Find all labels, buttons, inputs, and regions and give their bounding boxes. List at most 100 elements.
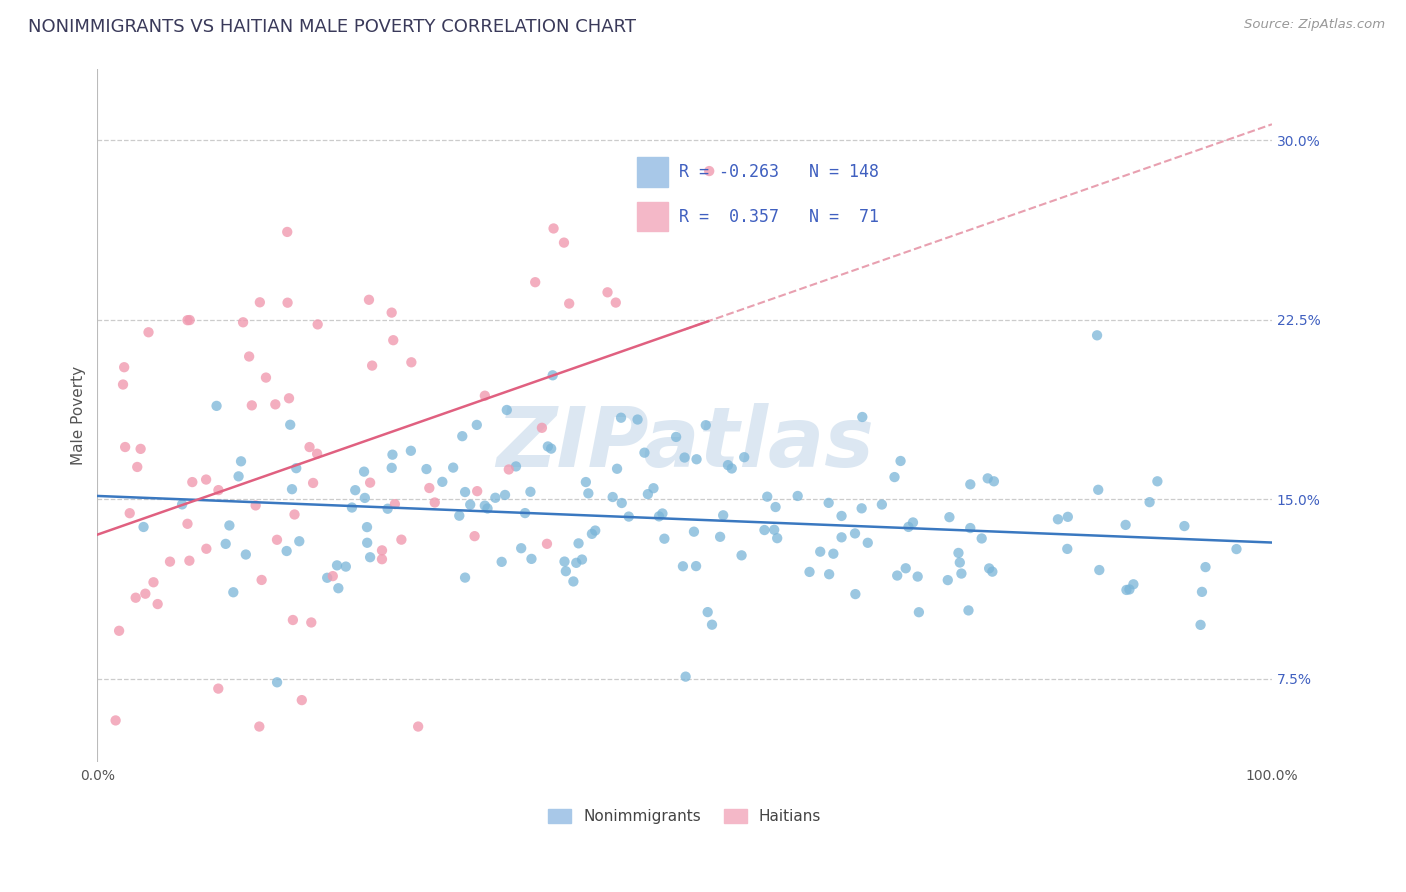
Point — [125, 591, 148, 605]
Point — [665, 430, 688, 444]
Point — [717, 458, 740, 472]
Point — [377, 501, 399, 516]
Point — [266, 533, 288, 547]
Point — [510, 541, 533, 556]
Point — [696, 605, 718, 619]
Point — [541, 368, 564, 383]
Point — [970, 532, 993, 546]
Point — [675, 670, 697, 684]
Point — [1115, 517, 1137, 532]
Point — [648, 509, 671, 524]
Point — [298, 440, 321, 454]
Point — [328, 581, 350, 595]
Point — [1085, 328, 1108, 343]
Point — [576, 486, 599, 500]
Point — [897, 520, 920, 534]
Point — [134, 587, 156, 601]
Point — [359, 550, 381, 565]
Point — [558, 296, 581, 310]
Point — [683, 524, 706, 539]
Text: R =  0.357   N =  71: R = 0.357 N = 71 — [679, 208, 880, 226]
Point — [195, 541, 218, 556]
Point — [205, 399, 228, 413]
Point — [959, 521, 981, 535]
Point — [617, 509, 640, 524]
Point — [720, 461, 742, 475]
Point — [384, 497, 406, 511]
Point — [181, 475, 204, 489]
Point — [583, 524, 606, 538]
Point — [883, 470, 905, 484]
Point — [711, 508, 734, 523]
Point — [357, 293, 380, 307]
Point — [1056, 541, 1078, 556]
Point — [464, 529, 486, 543]
Point — [172, 497, 194, 511]
Point — [326, 558, 349, 573]
Point — [278, 417, 301, 432]
Point — [979, 561, 1001, 575]
Y-axis label: Male Poverty: Male Poverty — [72, 366, 86, 465]
Point — [418, 481, 440, 495]
Point — [672, 559, 695, 574]
Point — [844, 526, 866, 541]
Point — [602, 490, 624, 504]
Point — [1056, 509, 1078, 524]
Point — [1173, 519, 1195, 533]
Point — [851, 409, 873, 424]
Point — [399, 443, 422, 458]
Point — [606, 462, 628, 476]
Point — [637, 487, 659, 501]
Point — [474, 499, 496, 513]
Point — [285, 461, 308, 475]
Legend: Nonimmigrants, Haitians: Nonimmigrants, Haitians — [548, 809, 821, 824]
Point — [908, 605, 931, 619]
Point — [254, 370, 277, 384]
Point — [831, 508, 853, 523]
Point — [454, 571, 477, 585]
Point — [685, 559, 707, 574]
Point — [381, 305, 404, 319]
Point — [851, 501, 873, 516]
Point — [567, 536, 589, 550]
Point — [983, 475, 1005, 489]
Point — [950, 566, 973, 581]
Point — [228, 469, 250, 483]
Point — [112, 377, 135, 392]
FancyBboxPatch shape — [637, 202, 668, 231]
Point — [238, 350, 260, 364]
Text: NONIMMIGRANTS VS HAITIAN MALE POVERTY CORRELATION CHART: NONIMMIGRANTS VS HAITIAN MALE POVERTY CO… — [28, 18, 636, 36]
Point — [1194, 560, 1216, 574]
Point — [936, 573, 959, 587]
Point — [610, 496, 633, 510]
Point — [565, 556, 588, 570]
Point — [519, 484, 541, 499]
Point — [494, 488, 516, 502]
Point — [1189, 618, 1212, 632]
Point — [530, 421, 553, 435]
Point — [381, 460, 404, 475]
Point — [288, 534, 311, 549]
Point — [697, 164, 720, 178]
Point — [894, 561, 917, 575]
Point — [281, 482, 304, 496]
Point — [291, 693, 314, 707]
Point — [831, 530, 853, 544]
Point — [240, 398, 263, 412]
Point — [643, 481, 665, 495]
Point — [423, 495, 446, 509]
Point — [359, 475, 381, 490]
Point — [299, 615, 322, 630]
Point — [146, 597, 169, 611]
Point — [432, 475, 454, 489]
Point — [520, 552, 543, 566]
Point — [159, 555, 181, 569]
Point — [654, 532, 676, 546]
Point — [316, 571, 339, 585]
Point — [491, 555, 513, 569]
Point — [1046, 512, 1069, 526]
Point — [808, 544, 831, 558]
Point — [276, 544, 298, 558]
Point — [449, 508, 471, 523]
Point — [763, 523, 786, 537]
